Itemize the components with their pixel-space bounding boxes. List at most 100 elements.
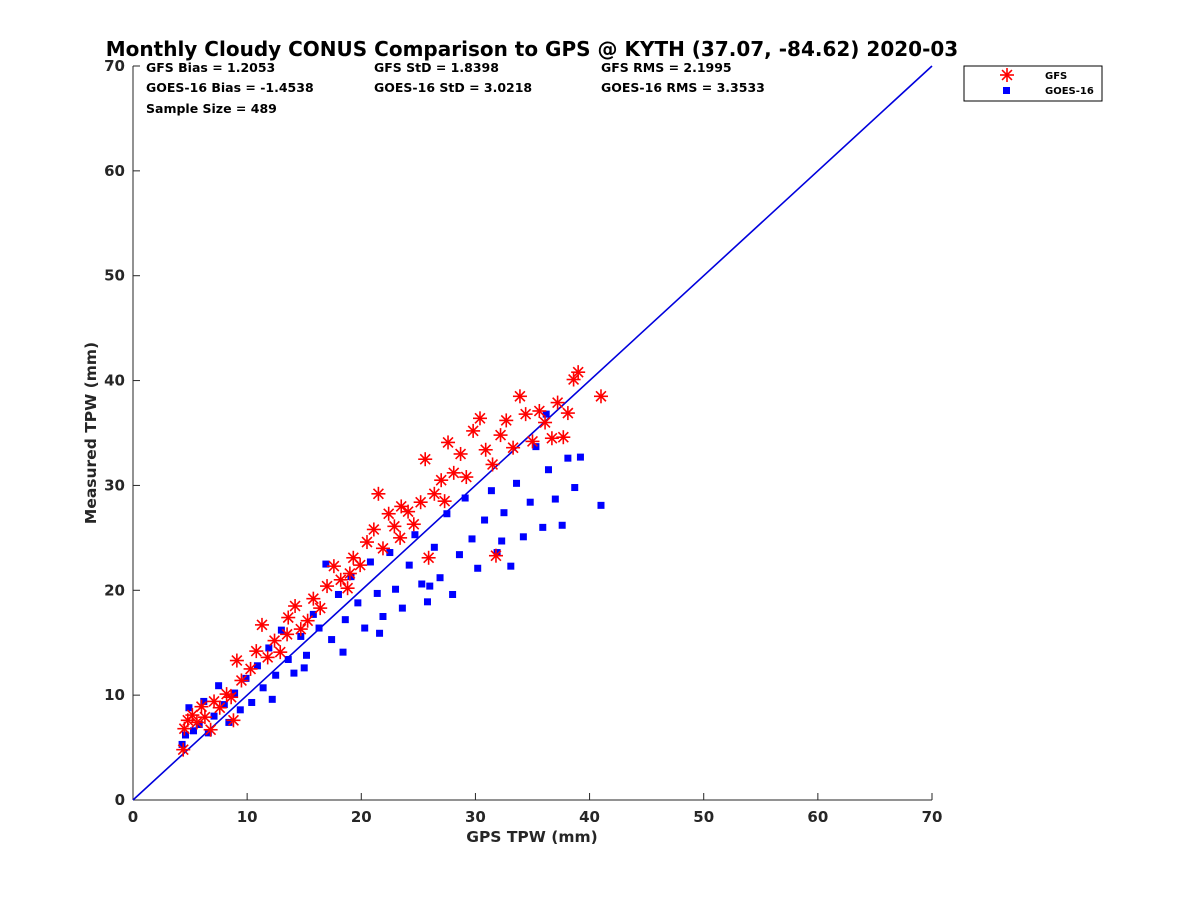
gfs-point [260,650,275,665]
legend: GFS GOES-16 [963,65,1103,102]
goes16-point [302,651,310,659]
goes16-point [225,718,233,726]
goes16-point [474,564,482,572]
stat-gfs-bias: GFS Bias = 1.2053 [146,60,275,75]
goes16-point [248,698,256,706]
y-tick-label: 20 [104,581,125,599]
goes16-point [411,531,419,539]
gfs-point [306,591,321,606]
x-tick-label: 40 [579,808,600,826]
goes16-point [519,533,527,541]
goes16-point [558,521,566,529]
goes16-point [507,562,515,570]
goes16-point [532,443,540,451]
goes16-point [253,662,261,670]
goes16-point [468,535,476,543]
goes16-point [297,632,305,640]
gfs-point [320,579,335,594]
gfs-point [185,708,200,723]
goes16-point [436,574,444,582]
gfs-point [226,713,241,728]
gfs-point [176,742,191,757]
y-tick-label: 10 [104,686,125,704]
goes16-point [242,674,250,682]
goes16-point [268,695,276,703]
gfs-point [506,440,521,455]
y-tick-label: 70 [104,57,125,75]
goes16-point [290,669,298,677]
gfs-point [593,389,608,404]
legend-goes-label: GOES-16 [1045,86,1094,97]
gfs-point [532,403,547,418]
gfs-point [281,610,296,625]
gfs-point [249,644,264,659]
gfs-point [499,413,514,428]
gfs-point [472,411,487,426]
gfs-point [273,645,288,660]
gfs-point [485,457,500,472]
goes16-point [189,727,197,735]
gfs-point [203,722,218,737]
goes16-point [544,466,552,474]
y-tick-label: 60 [104,162,125,180]
goes16-point [215,682,223,690]
goes16-point [334,590,342,598]
goes16-point [185,704,193,712]
goes16-point [426,582,434,590]
x-tick-label: 20 [351,808,372,826]
goes16-point [455,551,463,559]
gfs-point [342,566,357,581]
gfs-point [340,581,355,596]
goes16-point [405,561,413,569]
gfs-point [254,617,269,632]
gfs-point [366,522,381,537]
axes: 0 10 20 30 40 50 60 70 0 10 20 30 40 50 60 70 [104,57,942,826]
gfs-point [493,428,508,443]
stat-sample-size: Sample Size = 489 [146,101,277,116]
goes16-point [178,740,186,748]
gfs-point [333,572,348,587]
gfs-point [229,653,244,668]
goes16-point [376,629,384,637]
goes16-point [322,560,330,568]
gfs-point [560,406,575,421]
gfs-point [313,601,328,616]
gfs-point [571,365,586,380]
goes16-point [386,549,394,557]
goes16-point [182,731,190,739]
x-axis-label: GPS TPW (mm) [466,828,598,846]
y-tick-label: 50 [104,267,125,285]
goes16-point [392,585,400,593]
x-tick-label: 70 [922,808,943,826]
goes16-point [500,509,508,517]
goes16-point [513,479,521,487]
gfs-point [212,700,227,715]
goes16-point [481,516,489,524]
goes16-point [498,537,506,545]
legend-gfs-marker [1000,68,1014,82]
goes16-point [300,664,308,672]
y-tick-label: 40 [104,372,125,390]
stat-goes-bias: GOES-16 Bias = -1.4538 [146,80,314,95]
goes16-point [236,706,244,714]
legend-gfs-asterisk [1000,68,1014,82]
goes16-point [210,712,218,720]
goes16-point [220,701,228,709]
goes16-point [315,624,323,632]
gfs-point [353,558,368,573]
goes16-point [551,495,559,503]
goes16-point [461,494,469,502]
goes16-point [366,558,374,566]
gfs-point [381,506,396,521]
goes16-point [542,410,550,418]
gfs-point [459,470,474,485]
one-to-one-line [132,65,933,801]
goes16-point [423,598,431,606]
goes16-point [571,484,579,492]
gfs-point [194,699,209,714]
x-tick-label: 50 [693,808,714,826]
data-marks [176,365,608,757]
goes16-point [277,626,285,634]
gfs-point [393,530,408,545]
